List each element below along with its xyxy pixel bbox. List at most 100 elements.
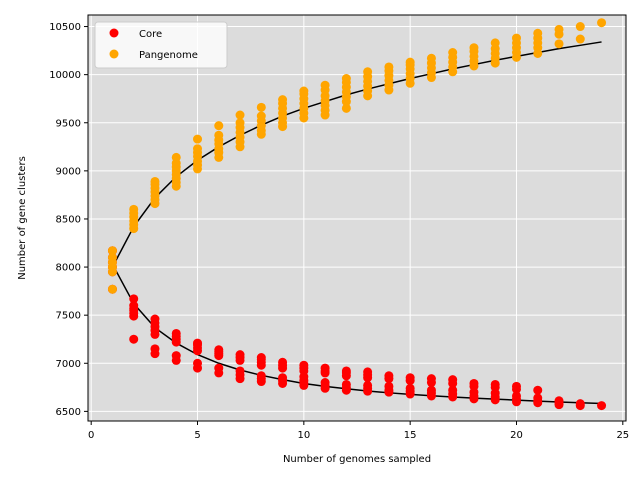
x-tick-label: 5: [194, 430, 200, 441]
core-point: [171, 328, 181, 338]
pangenome-point: [193, 134, 203, 144]
plot-background: [88, 15, 626, 421]
pangenome-point: [341, 103, 351, 113]
core-point: [320, 363, 330, 373]
x-tick-label: 10: [297, 430, 310, 441]
core-point: [554, 396, 564, 406]
core-point: [384, 371, 394, 381]
pangenome-point: [235, 110, 245, 120]
legend: Core Pangenome: [94, 21, 228, 69]
pangenome-point: [278, 95, 288, 105]
core-point: [214, 345, 224, 355]
pangenome-point: [384, 62, 394, 72]
core-point: [597, 401, 607, 411]
y-tick-label: 6500: [56, 407, 81, 418]
pangenome-point: [341, 74, 351, 83]
legend-box: [94, 21, 228, 69]
y-axis-label: Number of gene clusters: [17, 156, 28, 280]
core-point: [448, 375, 458, 385]
pangenome-point: [150, 176, 160, 186]
pangenome-point: [214, 121, 224, 131]
pangenome-point: [575, 22, 585, 32]
core-point: [150, 314, 160, 324]
pangenome-point: [193, 144, 203, 154]
pangenome-point: [469, 43, 479, 53]
x-tick-label: 20: [510, 430, 523, 441]
pangenome-point: [235, 118, 245, 128]
core-point: [129, 334, 139, 344]
core-point: [426, 385, 436, 395]
x-axis-label: Number of genomes sampled: [283, 454, 431, 465]
core-point: [448, 385, 458, 395]
pangenome-point: [575, 34, 585, 44]
axes: 0 5 10 15 20 25 6500 7000 7500 8000 8500 9000 9500 10…: [49, 14, 629, 441]
plot-frame: [87, 14, 627, 422]
pangenome-point: [256, 102, 266, 112]
core-point: [405, 373, 415, 383]
core-point: [171, 351, 181, 361]
core-point: [341, 379, 351, 389]
legend-label-core: Core: [139, 29, 162, 40]
y-tick-label: 7500: [56, 311, 81, 322]
pangenome-point: [107, 252, 117, 262]
pangenome-point: [256, 111, 266, 121]
core-point: [341, 366, 351, 376]
legend-label-pangenome: Pangenome: [139, 50, 198, 61]
pangenome-point: [597, 18, 607, 28]
x-tick-label: 25: [616, 430, 629, 441]
core-point: [363, 367, 373, 377]
legend-marker-core: [109, 28, 119, 38]
core-point: [256, 353, 266, 362]
core-point: [193, 338, 203, 348]
core-point: [129, 301, 139, 311]
core-point: [278, 357, 288, 367]
core-point: [384, 381, 394, 391]
pangenome-point: [214, 130, 224, 140]
core-point: [575, 399, 585, 409]
pangenome-point: [107, 284, 117, 294]
core-point: [299, 360, 309, 370]
core-point: [235, 366, 245, 376]
core-point: [150, 344, 160, 354]
pangenome-point: [554, 39, 564, 49]
core-point: [235, 350, 245, 360]
pangenome-point: [107, 246, 117, 256]
data-points: [107, 18, 607, 411]
core-point: [533, 385, 543, 395]
pangenome-point: [490, 38, 500, 48]
pangenome-point: [299, 86, 309, 96]
core-point: [129, 294, 139, 304]
core-point: [256, 371, 266, 381]
x-tick-label: 15: [404, 430, 417, 441]
y-tick-label: 8000: [56, 263, 81, 274]
core-point: [214, 363, 224, 373]
y-tick-label: 9000: [56, 166, 81, 177]
pangenome-point: [320, 80, 330, 90]
legend-marker-pangenome: [109, 49, 119, 59]
y-tick-label: 7000: [56, 359, 81, 370]
pangenome-point: [405, 57, 415, 67]
x-tick-label: 0: [88, 430, 94, 441]
y-tick-label: 10000: [49, 70, 81, 81]
y-tick-label: 10500: [49, 22, 81, 33]
core-point: [426, 374, 436, 384]
core-point: [363, 380, 373, 390]
core-point: [511, 391, 521, 401]
y-tick-label: 8500: [56, 214, 81, 225]
pangenome-point: [554, 24, 564, 34]
pangenome-point: [363, 67, 373, 77]
core-point: [405, 383, 415, 393]
pangenome-point: [129, 204, 139, 214]
pangenome-point: [426, 53, 436, 63]
core-point: [533, 393, 543, 403]
pangenome-point: [511, 33, 521, 43]
pangenome-point: [533, 28, 543, 38]
core-point: [278, 373, 288, 383]
pangenome-point: [448, 48, 458, 58]
core-point: [320, 378, 330, 388]
pangenome-point: [171, 152, 181, 162]
core-point: [469, 378, 479, 388]
core-point: [490, 379, 500, 389]
y-tick-label: 9500: [56, 118, 81, 129]
